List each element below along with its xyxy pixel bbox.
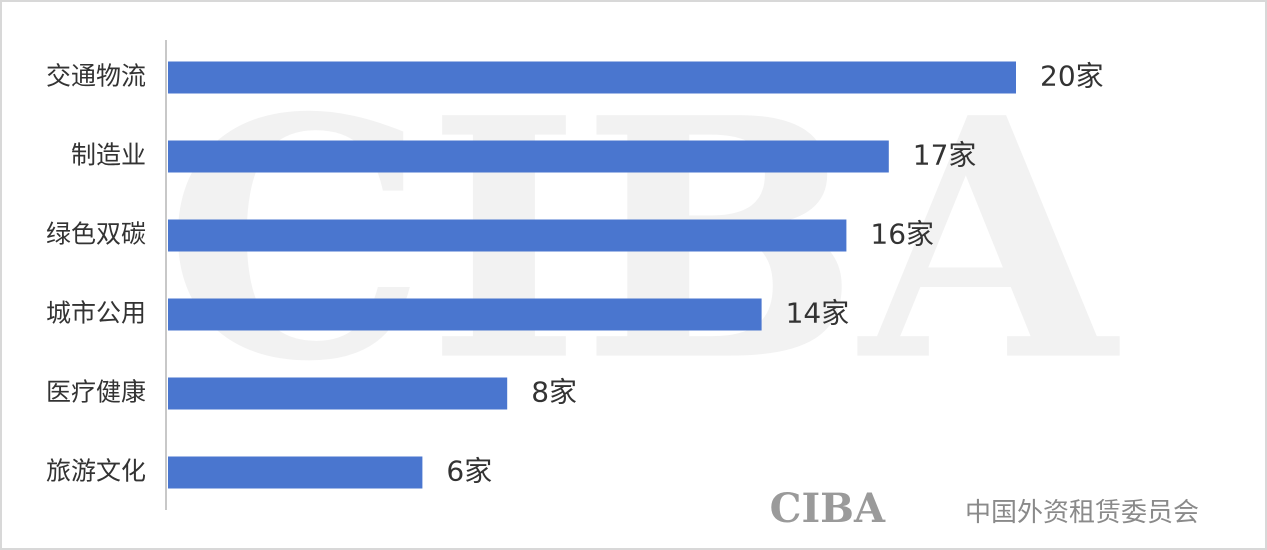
bar (168, 140, 889, 173)
value-label: 6家 (446, 455, 492, 488)
value-label: 20家 (1040, 60, 1104, 93)
y-tick-label: 旅游文化 (46, 457, 146, 486)
y-tick-label: 交通物流 (46, 62, 146, 91)
value-label: 16家 (870, 218, 934, 251)
logo-text: 中国外资租赁委员会 (965, 498, 1199, 528)
logo: CIBA (770, 485, 886, 532)
bar (168, 219, 847, 252)
y-tick-label: 城市公用 (46, 299, 146, 328)
y-tick-label: 制造业 (71, 141, 146, 170)
value-label: 17家 (913, 139, 977, 172)
value-label: 14家 (786, 297, 850, 330)
y-tick-label: 医疗健康 (46, 378, 146, 407)
bar (168, 377, 508, 410)
bar (168, 61, 1016, 94)
bar (168, 298, 762, 331)
y-tick-label: 绿色双碳 (46, 220, 146, 249)
value-label: 8家 (531, 376, 577, 409)
bar (168, 456, 423, 489)
